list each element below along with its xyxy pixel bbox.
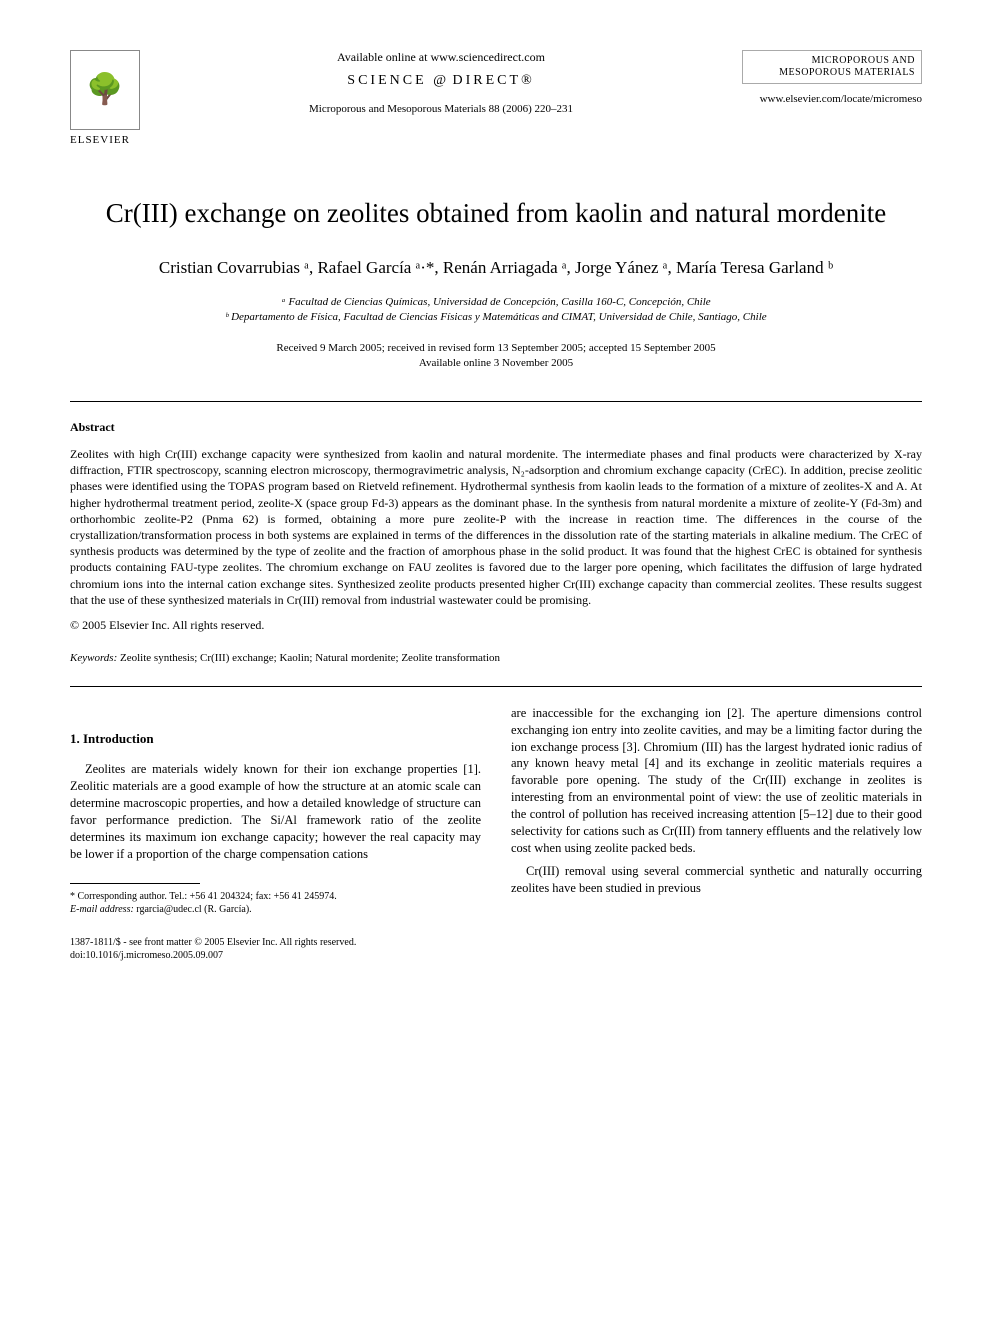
footnote-email-label: E-mail address: xyxy=(70,904,134,915)
keywords-line: Keywords: Zeolite synthesis; Cr(III) exc… xyxy=(70,651,922,665)
footnote-email: rgarcia@udec.cl (R. García). xyxy=(134,904,252,915)
journal-citation-line: Microporous and Mesoporous Materials 88 … xyxy=(140,102,742,116)
available-online-text: Available online at www.sciencedirect.co… xyxy=(140,50,742,66)
journal-logo-line1: MICROPOROUS AND xyxy=(749,55,915,67)
sd-at-icon: @ xyxy=(433,73,446,88)
footer-line1: 1387-1811/$ - see front matter © 2005 El… xyxy=(70,936,481,949)
keywords-text: Zeolite synthesis; Cr(III) exchange; Kao… xyxy=(117,652,500,664)
journal-logo-line2: MESOPOROUS MATERIALS xyxy=(749,67,915,79)
abstract-copyright: © 2005 Elsevier Inc. All rights reserved… xyxy=(70,618,922,634)
journal-url: www.elsevier.com/locate/micromeso xyxy=(742,92,922,106)
intro-para-right-1: are inaccessible for the exchanging ion … xyxy=(511,705,922,857)
footer-line2: doi:10.1016/j.micromeso.2005.09.007 xyxy=(70,949,481,962)
section-1-heading: 1. Introduction xyxy=(70,730,481,748)
affiliations: ᵃ Facultad de Ciencias Químicas, Univers… xyxy=(70,295,922,326)
right-header: MICROPOROUS AND MESOPOROUS MATERIALS www… xyxy=(742,50,922,106)
authors-line: Cristian Covarrubias ᵃ, Rafael García ᵃ·… xyxy=(70,256,922,280)
intro-para-left: Zeolites are materials widely known for … xyxy=(70,761,481,862)
divider-bottom xyxy=(70,686,922,687)
article-title: Cr(III) exchange on zeolites obtained fr… xyxy=(70,197,922,231)
footnote-separator xyxy=(70,883,200,884)
sd-prefix: SCIENCE xyxy=(347,73,426,88)
elsevier-label: ELSEVIER xyxy=(70,133,140,147)
keywords-label: Keywords: xyxy=(70,652,117,664)
footer-meta: 1387-1811/$ - see front matter © 2005 El… xyxy=(70,936,481,962)
dates-line2: Available online 3 November 2005 xyxy=(70,356,922,371)
intro-para-right-2: Cr(III) removal using several commercial… xyxy=(511,863,922,897)
footnote-email-line: E-mail address: rgarcia@udec.cl (R. Garc… xyxy=(70,903,481,916)
center-header: Available online at www.sciencedirect.co… xyxy=(140,50,742,116)
footnote-corr-line: * Corresponding author. Tel.: +56 41 204… xyxy=(70,890,481,903)
body-columns: 1. Introduction Zeolites are materials w… xyxy=(70,705,922,962)
corresponding-author-footnote: * Corresponding author. Tel.: +56 41 204… xyxy=(70,890,481,916)
sd-suffix: DIRECT® xyxy=(453,73,535,88)
divider-top xyxy=(70,401,922,402)
article-dates: Received 9 March 2005; received in revis… xyxy=(70,341,922,372)
abstract-heading: Abstract xyxy=(70,420,922,436)
left-column: 1. Introduction Zeolites are materials w… xyxy=(70,705,481,962)
elsevier-block: 🌳 ELSEVIER xyxy=(70,50,140,147)
sciencedirect-logo: SCIENCE @ DIRECT® xyxy=(140,72,742,90)
page-header: 🌳 ELSEVIER Available online at www.scien… xyxy=(70,50,922,147)
dates-line1: Received 9 March 2005; received in revis… xyxy=(70,341,922,356)
affiliation-b: ᵇ Departamento de Física, Facultad de Ci… xyxy=(70,310,922,325)
right-column: are inaccessible for the exchanging ion … xyxy=(511,705,922,962)
affiliation-a: ᵃ Facultad de Ciencias Químicas, Univers… xyxy=(70,295,922,310)
abstract-body: Zeolites with high Cr(III) exchange capa… xyxy=(70,446,922,608)
elsevier-tree-icon: 🌳 xyxy=(70,50,140,130)
journal-logo-box: MICROPOROUS AND MESOPOROUS MATERIALS xyxy=(742,50,922,84)
